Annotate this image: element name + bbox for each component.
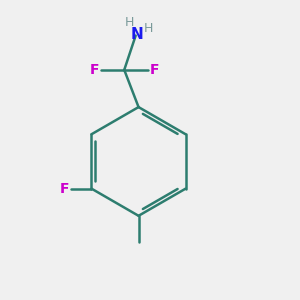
Text: H: H <box>125 16 134 29</box>
Text: F: F <box>149 63 159 77</box>
Text: F: F <box>89 63 99 77</box>
Text: N: N <box>130 27 143 42</box>
Text: F: F <box>59 182 69 196</box>
Text: H: H <box>144 22 153 35</box>
